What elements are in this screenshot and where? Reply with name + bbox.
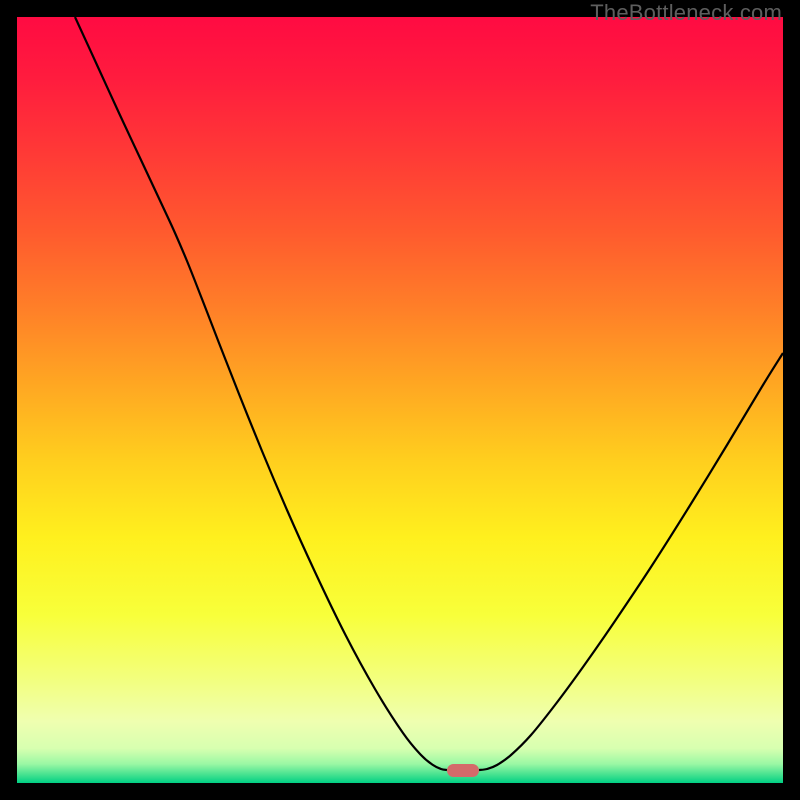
plot-area [17,17,783,783]
bottleneck-curve [17,17,783,783]
watermark-text: TheBottleneck.com [590,0,782,26]
chart-frame: TheBottleneck.com [0,0,800,800]
minimum-marker [447,764,479,777]
